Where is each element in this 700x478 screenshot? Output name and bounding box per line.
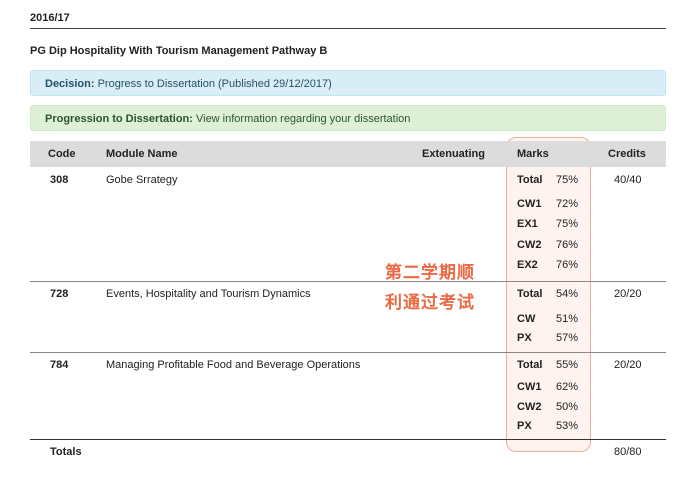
mark-label: EX1 — [517, 218, 538, 230]
decision-text: Progress to Dissertation (Published 29/1… — [97, 78, 332, 90]
header-extenuating: Extenuating — [422, 148, 485, 160]
annotation-line-1: 第二学期顺 — [385, 263, 475, 283]
annotation-line-2: 利通过考试 — [385, 293, 475, 313]
mark-label: Total — [517, 174, 543, 186]
mark-label: CW — [517, 313, 536, 325]
mark-label: PX — [517, 332, 532, 344]
mark-value: 55% — [556, 359, 579, 371]
table-header: Code Module Name Extenuating Marks Credi… — [30, 141, 666, 167]
module-credits: 40/40 — [614, 174, 642, 186]
header-marks: Marks — [517, 148, 549, 160]
mark-value: 62% — [556, 381, 579, 393]
marks-highlight-box — [506, 137, 591, 452]
mark-label: CW1 — [517, 198, 542, 210]
header-code: Code — [48, 148, 76, 160]
row-code: 308 — [50, 174, 69, 186]
row-code: 728 — [50, 288, 69, 300]
header-credits: Credits — [608, 148, 646, 160]
module-credits: 20/20 — [614, 288, 642, 300]
row-divider — [30, 281, 666, 282]
mark-value: 75% — [556, 174, 579, 186]
module-name: Gobe Srrategy — [106, 174, 178, 186]
mark-label: CW2 — [517, 239, 542, 251]
progression-label: Progression to Dissertation: — [45, 113, 193, 125]
divider — [30, 28, 666, 29]
mark-label: Total — [517, 359, 543, 371]
progression-alert: Progression to Dissertation: View inform… — [30, 105, 666, 131]
mark-value: 54% — [556, 288, 579, 300]
module-name: Managing Profitable Food and Beverage Op… — [106, 359, 361, 371]
module-name: Events, Hospitality and Tourism Dynamics — [106, 288, 311, 300]
mark-label: EX2 — [517, 259, 538, 271]
module-credits: 20/20 — [614, 359, 642, 371]
totals-credits: 80/80 — [614, 446, 642, 458]
mark-label: PX — [517, 420, 532, 432]
mark-value: 50% — [556, 401, 579, 413]
mark-value: 76% — [556, 259, 579, 271]
decision-alert: Decision: Progress to Dissertation (Publ… — [30, 70, 666, 96]
mark-label: CW2 — [517, 401, 542, 413]
academic-year: 2016/17 — [30, 12, 70, 24]
mark-value: 51% — [556, 313, 579, 325]
row-code: 784 — [50, 359, 69, 371]
row-divider — [30, 352, 666, 353]
mark-value: 76% — [556, 239, 579, 251]
decision-label: Decision: — [45, 78, 95, 90]
totals-divider — [30, 439, 666, 440]
mark-value: 72% — [556, 198, 579, 210]
progression-link[interactable]: View information regarding your disserta… — [195, 113, 411, 125]
mark-label: CW1 — [517, 381, 542, 393]
header-module: Module Name — [106, 148, 178, 160]
mark-value: 75% — [556, 218, 579, 230]
mark-value: 57% — [556, 332, 579, 344]
mark-value: 53% — [556, 420, 579, 432]
mark-label: Total — [517, 288, 543, 300]
totals-label: Totals — [50, 446, 82, 458]
programme-title: PG Dip Hospitality With Tourism Manageme… — [30, 45, 328, 57]
